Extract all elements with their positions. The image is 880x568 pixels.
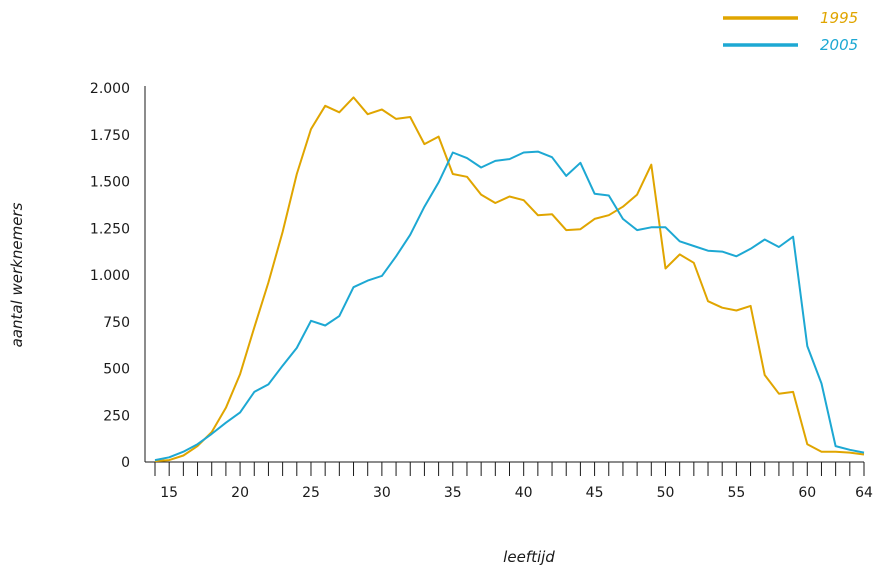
x-tick-label: 25	[302, 485, 320, 501]
y-tick-label: 250	[103, 408, 130, 424]
y-tick-label: 1.750	[90, 128, 130, 144]
x-axis-tick-labels: 15 20 25 30 35 40 45 50 55 60 64	[160, 485, 873, 501]
x-tick-label: 20	[231, 485, 249, 501]
series-line-1995	[154, 96, 865, 463]
legend-label-2005: 2005	[820, 36, 858, 54]
series-line-2005	[154, 150, 865, 462]
x-tick-label: 60	[798, 485, 816, 501]
y-tick-label: 1.500	[90, 175, 130, 191]
x-tick-label: 35	[444, 485, 462, 501]
y-axis-tick-labels: 0 250 500 750 1.000 1.250 1.500 1.750 2.000	[90, 81, 130, 471]
x-tick-label: 55	[727, 485, 745, 501]
y-tick-label: 0	[121, 455, 130, 471]
series-lines	[154, 96, 865, 463]
x-axis-ticks	[154, 462, 865, 476]
y-axis-title: aantal werknemers	[8, 202, 26, 347]
x-tick-label: 50	[657, 485, 675, 501]
x-tick-label: 15	[160, 485, 178, 501]
x-tick-label: 30	[373, 485, 391, 501]
y-tick-label: 1.250	[90, 221, 130, 237]
legend: 1995 2005	[723, 9, 858, 54]
x-axis-title: leeftijd	[503, 548, 555, 566]
y-tick-label: 750	[103, 315, 130, 331]
y-tick-label: 2.000	[90, 81, 130, 97]
x-tick-label: 64	[855, 485, 873, 501]
legend-label-1995: 1995	[820, 9, 858, 27]
y-tick-label: 1.000	[90, 268, 130, 284]
x-tick-label: 40	[515, 485, 533, 501]
y-tick-label: 500	[103, 362, 130, 378]
x-tick-label: 45	[586, 485, 604, 501]
